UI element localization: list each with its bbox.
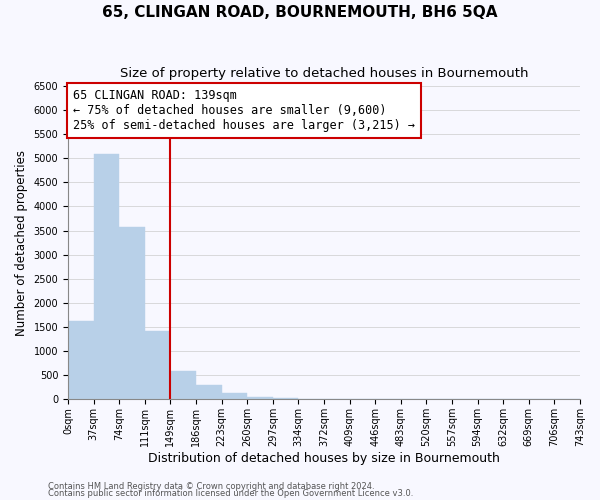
Bar — [196, 385, 221, 400]
Bar — [94, 154, 119, 400]
Text: Contains HM Land Registry data © Crown copyright and database right 2024.: Contains HM Land Registry data © Crown c… — [48, 482, 374, 491]
X-axis label: Distribution of detached houses by size in Bournemouth: Distribution of detached houses by size … — [148, 452, 500, 465]
Bar — [273, 398, 298, 400]
Y-axis label: Number of detached properties: Number of detached properties — [15, 150, 28, 336]
Text: 65 CLINGAN ROAD: 139sqm
← 75% of detached houses are smaller (9,600)
25% of semi: 65 CLINGAN ROAD: 139sqm ← 75% of detache… — [73, 89, 415, 132]
Bar — [145, 331, 170, 400]
Bar — [247, 397, 273, 400]
Bar — [221, 392, 247, 400]
Bar — [170, 372, 196, 400]
Bar — [68, 321, 94, 400]
Text: Contains public sector information licensed under the Open Government Licence v3: Contains public sector information licen… — [48, 490, 413, 498]
Bar — [119, 226, 145, 400]
Text: 65, CLINGAN ROAD, BOURNEMOUTH, BH6 5QA: 65, CLINGAN ROAD, BOURNEMOUTH, BH6 5QA — [102, 5, 498, 20]
Title: Size of property relative to detached houses in Bournemouth: Size of property relative to detached ho… — [120, 68, 528, 80]
